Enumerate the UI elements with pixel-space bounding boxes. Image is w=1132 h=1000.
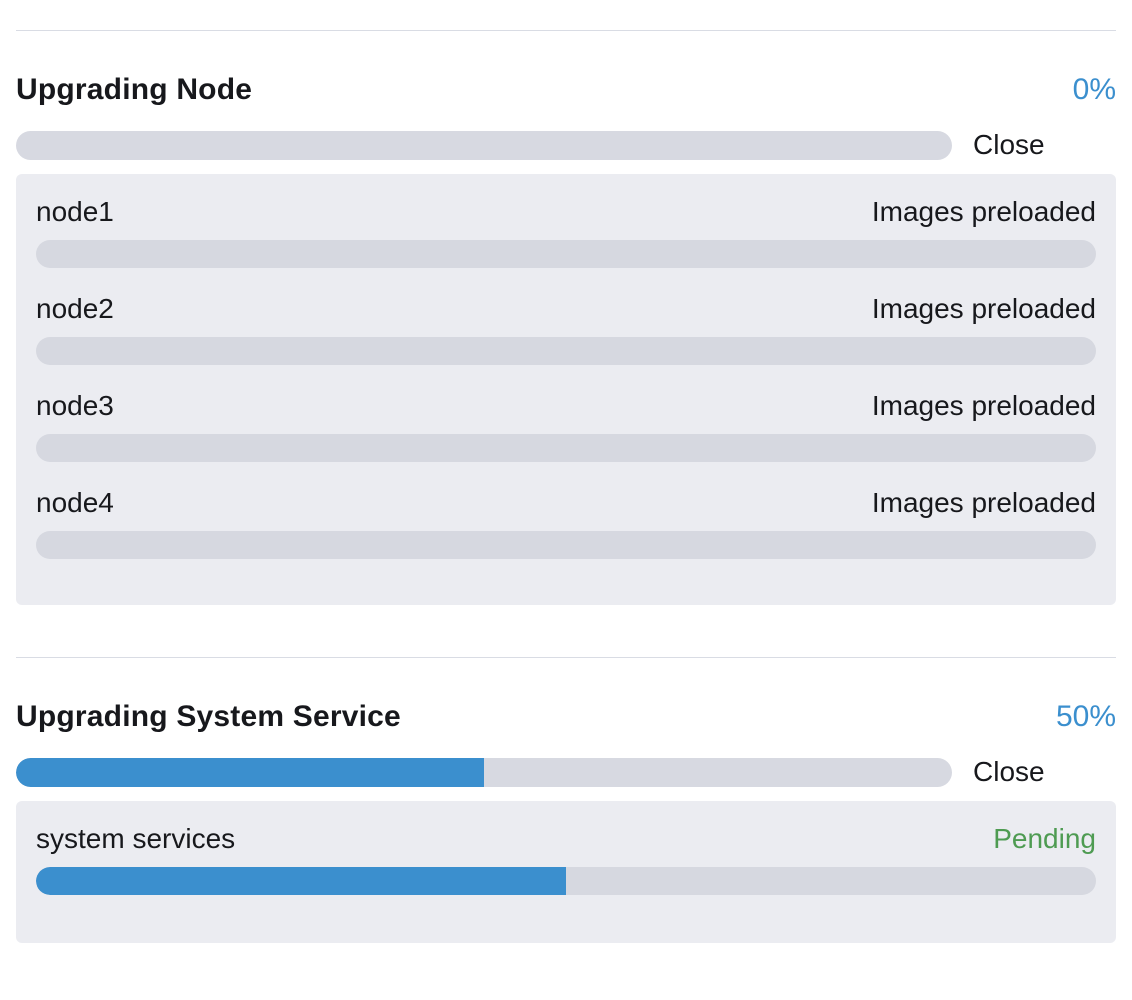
node-status: Images preloaded [871,196,1096,227]
node-status: Images preloaded [871,293,1096,324]
node-row: node4 Images preloaded [36,487,1096,559]
node-progressbar [36,531,1096,559]
node-name: node1 [36,196,114,227]
node-progress-panel: node1 Images preloaded node2 Images prel… [16,174,1116,605]
node-name: node2 [36,293,114,324]
upgrade-status-page: Upgrading Node 0% Close node1 Images pre… [0,30,1132,943]
section-percent-node: 0% [1072,73,1116,106]
system-service-name: system services [36,823,236,854]
section-system-service-header: Upgrading System Service 50% [16,700,1116,734]
section-title-upgrading-system-service: Upgrading System Service [16,700,401,733]
system-service-progressbar [36,867,1096,895]
system-service-overall-progress-fill [16,757,484,787]
node-status: Images preloaded [871,390,1096,421]
section-title-upgrading-node: Upgrading Node [16,73,253,106]
node-name: node4 [36,487,114,518]
node-progressbar [36,240,1096,268]
node-row: node1 Images preloaded [36,196,1096,268]
node-status: Images preloaded [871,487,1096,518]
node-progressbar [36,434,1096,462]
node-progressbar [36,337,1096,365]
close-button[interactable]: Close [973,756,1045,787]
close-button[interactable]: Close [973,129,1045,160]
section-node-header: Upgrading Node 0% [16,73,1116,107]
section-divider [16,657,1116,658]
section-divider [16,30,1116,31]
system-service-progress-fill [36,867,566,895]
system-service-overall-progressbar [16,757,952,787]
system-service-status: Pending [993,823,1096,854]
system-service-progress-panel: system services Pending [16,801,1116,943]
section-percent-system-service: 50% [1055,700,1116,733]
node-row: node2 Images preloaded [36,293,1096,365]
system-service-overall-progress-row: Close [16,756,1116,788]
node-name: node3 [36,390,114,421]
node-overall-progressbar [16,130,952,160]
node-overall-progress-row: Close [16,129,1116,161]
node-row: node3 Images preloaded [36,390,1096,462]
system-service-row: system services Pending [36,823,1096,895]
